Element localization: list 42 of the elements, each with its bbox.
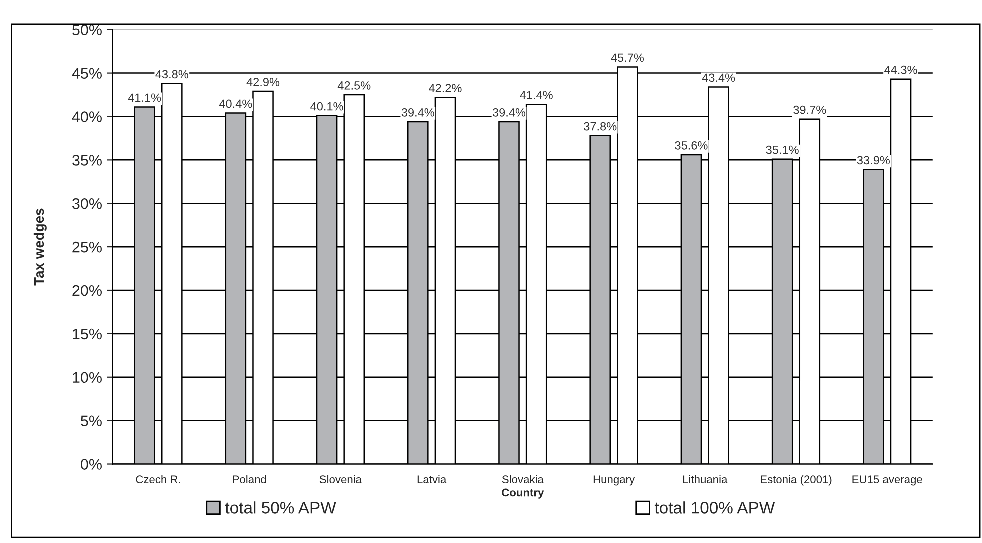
data-label: 42.5% (338, 82, 371, 90)
data-label: 45.7% (611, 54, 644, 62)
x-tick-label: Poland (233, 475, 266, 484)
x-tick-label: Latvia (418, 475, 447, 484)
data-label: 43.8% (156, 70, 188, 79)
y-tick-label: 45% (72, 68, 102, 79)
y-axis-title: Tax wedges (34, 208, 47, 286)
legend-label: total 50% APW (225, 502, 336, 514)
y-tick-label: 40% (72, 112, 102, 122)
data-label: 33.9% (857, 156, 890, 165)
y-tick-label: 30% (72, 198, 102, 210)
data-label: 42.2% (429, 84, 462, 92)
x-tick-label: Slovenia (320, 475, 362, 484)
y-tick-label: 25% (72, 242, 102, 253)
y-tick-label: 10% (73, 372, 102, 384)
x-axis-title: Country (502, 488, 544, 499)
data-label: 37.8% (584, 122, 617, 131)
data-label: 39.4% (492, 108, 526, 117)
y-tick-label: 5% (81, 416, 102, 427)
x-tick-label: Czech R. (136, 475, 180, 484)
x-tick-label: EU15 average (852, 476, 922, 486)
data-label: 41.4% (520, 91, 553, 100)
data-label: 43.4% (702, 74, 736, 82)
legend-label: total 100% APW (654, 502, 776, 514)
y-tick-label: 50% (72, 24, 102, 36)
data-label: 40.4% (219, 100, 252, 108)
x-tick-label: Hungary (594, 476, 635, 486)
data-label: 39.4% (402, 108, 434, 117)
x-tick-label: Estonia (2001) (761, 475, 832, 486)
data-label: 35.1% (766, 146, 799, 154)
data-label: 42.9% (246, 78, 280, 86)
data-label: 35.6% (675, 142, 708, 150)
y-tick-label: 0% (81, 459, 102, 470)
data-label: 41.1% (128, 94, 162, 102)
x-tick-label: Slovakia (502, 475, 544, 484)
y-tick-label: 35% (72, 155, 102, 166)
y-tick-label: 15% (73, 328, 102, 340)
data-label: 39.7% (794, 106, 826, 114)
x-tick-label: Lithuania (683, 475, 728, 484)
data-label: 44.3% (884, 66, 918, 74)
data-label: 40.1% (310, 102, 344, 111)
y-tick-label: 20% (72, 285, 102, 296)
